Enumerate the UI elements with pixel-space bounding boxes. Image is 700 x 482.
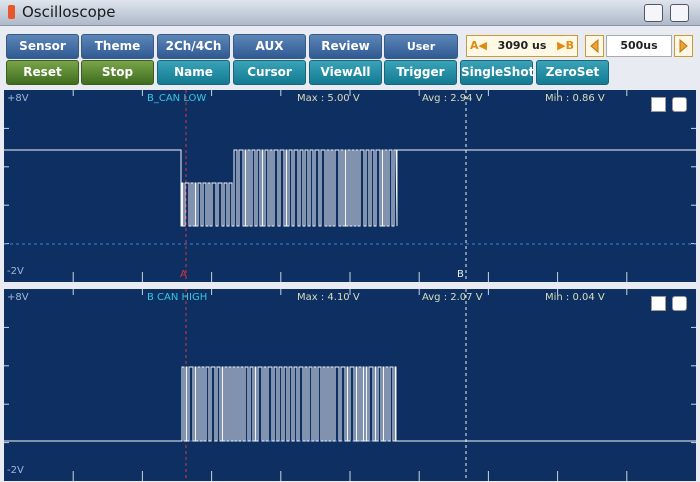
avg-value: Avg : 2.94 V — [422, 93, 483, 104]
min-value: Min : 0.86 V — [545, 93, 605, 104]
range-top: +8V — [7, 292, 29, 303]
cursor-time: 3090 us — [497, 39, 547, 52]
arrow — [590, 38, 599, 54]
max-value: Max : 4.10 V — [297, 292, 360, 303]
toolbar-button[interactable]: Sensor — [6, 34, 79, 59]
toolbar-button[interactable]: Theme — [81, 34, 154, 59]
channel-checkbox[interactable] — [651, 97, 666, 112]
window-button[interactable] — [670, 4, 689, 22]
toolbar-button[interactable]: ViewAll — [309, 60, 382, 85]
channel-checkbox[interactable] — [672, 296, 687, 311]
timebase-box: 500us — [606, 35, 672, 57]
arrow — [679, 38, 688, 54]
cursor-time-box: A◀ 3090 us ▶B — [466, 35, 578, 57]
channel-name: B CAN HIGH — [147, 292, 208, 303]
scope-display — [4, 289, 696, 481]
scope-display — [4, 90, 696, 282]
toolbar-button[interactable]: Stop — [81, 60, 154, 85]
window-title: Oscilloscope — [22, 3, 116, 21]
title-bar: Oscilloscope — [0, 0, 700, 26]
arrow-icon — [679, 38, 688, 54]
toolbar-button[interactable]: Name — [157, 60, 230, 85]
max-value: Max : 5.00 V — [297, 93, 360, 104]
channel-name: B_CAN LOW — [147, 93, 207, 104]
cursor-b-marker: B — [457, 269, 464, 280]
cursor-a-marker: A — [180, 269, 187, 280]
min-value: Min : 0.04 V — [545, 292, 605, 303]
range-top: +8V — [7, 93, 29, 104]
app-icon — [8, 5, 15, 19]
waveform — [4, 366, 696, 442]
toolbar-button[interactable]: ZeroSet — [536, 60, 609, 85]
toolbar-button[interactable]: AUX — [233, 34, 306, 59]
toolbar-button[interactable]: Cursor — [233, 60, 306, 85]
toolbar-button[interactable]: SingleShot — [460, 60, 534, 85]
channel-checkbox[interactable] — [672, 97, 687, 112]
toolbar-button[interactable]: Trigger — [384, 60, 457, 85]
toolbar-button[interactable]: 2Ch/4Ch — [157, 34, 230, 59]
avg-value: Avg : 2.07 V — [422, 292, 483, 303]
range-bottom: -2V — [7, 266, 24, 277]
window-button[interactable] — [644, 4, 663, 22]
arrow-icon — [590, 38, 599, 54]
channel-panel: +8V B CAN HIGH Max : 4.10 V Avg : 2.07 V Min… — [4, 289, 696, 481]
cursor-b-label: ▶B — [557, 39, 574, 52]
toolbar-button[interactable]: Review — [309, 34, 382, 59]
timebase-left[interactable] — [585, 35, 604, 57]
channel-checkbox[interactable] — [651, 296, 666, 311]
timebase-right[interactable] — [674, 35, 693, 57]
toolbar-button[interactable]: Reset — [6, 60, 79, 85]
toolbar-button[interactable]: User Setting — [384, 34, 458, 76]
waveform — [4, 149, 696, 227]
channel-panel: +8V B_CAN LOW Max : 5.00 V Avg : 2.94 V Min … — [4, 90, 696, 282]
cursor-a-label: A◀ — [470, 39, 487, 52]
range-bottom: -2V — [7, 465, 24, 476]
